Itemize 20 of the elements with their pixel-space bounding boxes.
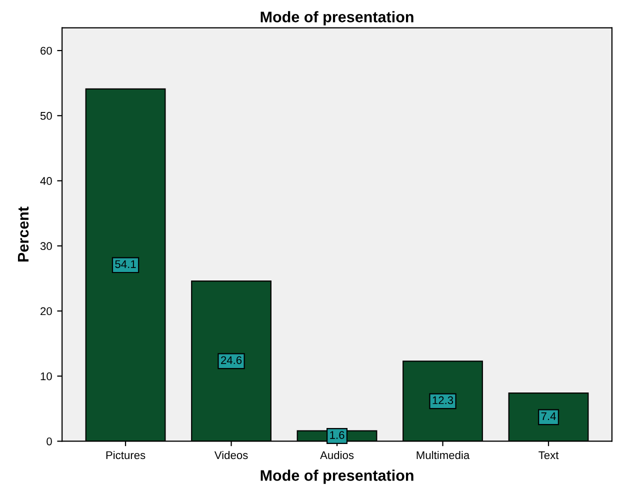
y-tick-label: 10 xyxy=(40,372,52,380)
data-label: 1.6 xyxy=(330,431,344,439)
data-label: 12.3 xyxy=(432,396,454,404)
data-label: 24.6 xyxy=(221,356,242,364)
x-tick-label: Pictures xyxy=(106,450,146,460)
x-tick-label: Text xyxy=(538,451,559,460)
y-tick-label: 40 xyxy=(40,177,52,185)
y-tick-label: 30 xyxy=(40,242,52,250)
y-axis-title: Percent xyxy=(18,206,29,262)
y-tick-label: 50 xyxy=(40,112,52,120)
y-tick-label: 20 xyxy=(40,307,52,316)
data-label: 7.4 xyxy=(541,412,556,420)
data-label: 54.1 xyxy=(115,260,136,268)
x-tick-label: Videos xyxy=(214,450,248,460)
x-tick-label: Audios xyxy=(320,450,354,460)
chart-title: Mode of presentation xyxy=(260,11,414,26)
x-tick-label: Multimedia xyxy=(416,450,470,460)
y-tick-label: 0 xyxy=(46,437,52,446)
x-axis-title: Mode of presentation xyxy=(260,470,414,484)
y-tick-label: 60 xyxy=(40,46,52,55)
